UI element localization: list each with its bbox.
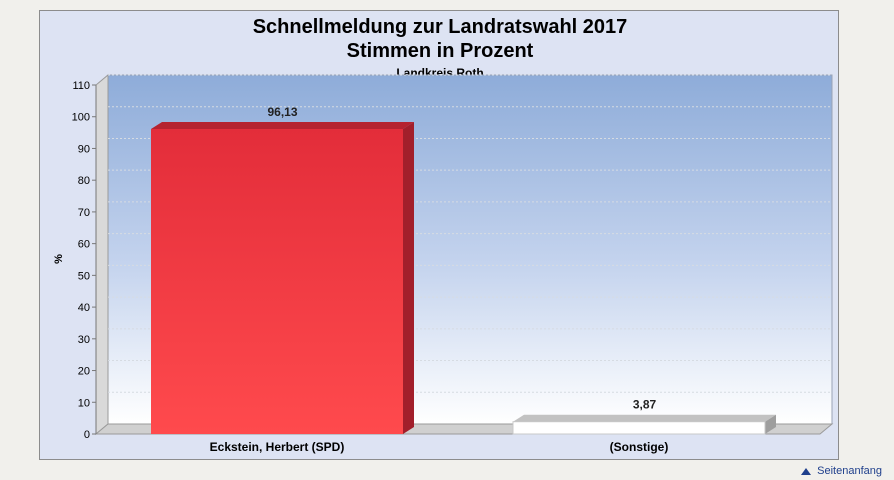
bar-side-face	[403, 122, 414, 434]
plot-left-wall	[95, 73, 109, 436]
y-tick-label: 20	[78, 366, 90, 378]
x-tick-label: Eckstein, Herbert (SPD)	[210, 440, 345, 454]
y-axis-title: %	[53, 254, 65, 264]
bar-top-face	[513, 414, 776, 422]
chart-title: Schnellmeldung zur Landratswahl 2017	[253, 16, 628, 38]
y-tick-label: 60	[78, 239, 90, 251]
y-tick-label: 90	[78, 143, 90, 155]
y-tick-label: 40	[78, 302, 90, 314]
y-tick-label: 50	[78, 270, 90, 282]
back-to-top-link[interactable]: Seitenanfang	[801, 465, 882, 477]
y-tick-label: 0	[84, 429, 90, 441]
bar-chart: Schnellmeldung zur Landratswahl 2017Stim…	[53, 16, 834, 454]
chart-container: Schnellmeldung zur Landratswahl 2017 Stim…	[39, 10, 839, 460]
x-tick-label: (Sonstige)	[610, 440, 669, 454]
y-tick-label: 10	[78, 397, 90, 409]
y-tick-label: 30	[78, 334, 90, 346]
back-to-top-label: Seitenanfang	[817, 465, 882, 477]
chart-subtitle: Stimmen in Prozent	[347, 40, 534, 62]
bar-side-face	[765, 414, 776, 434]
bar	[151, 129, 403, 434]
bar-value-label: 96,13	[267, 105, 297, 119]
y-tick-label: 70	[78, 207, 90, 219]
y-tick-label: 100	[72, 112, 90, 124]
bar-value-label: 3,87	[633, 398, 657, 412]
arrow-up-icon	[801, 467, 812, 475]
bar	[512, 421, 766, 435]
y-tick-label: 110	[72, 80, 90, 92]
bar-top-face	[151, 122, 414, 130]
y-tick-label: 80	[78, 175, 90, 187]
